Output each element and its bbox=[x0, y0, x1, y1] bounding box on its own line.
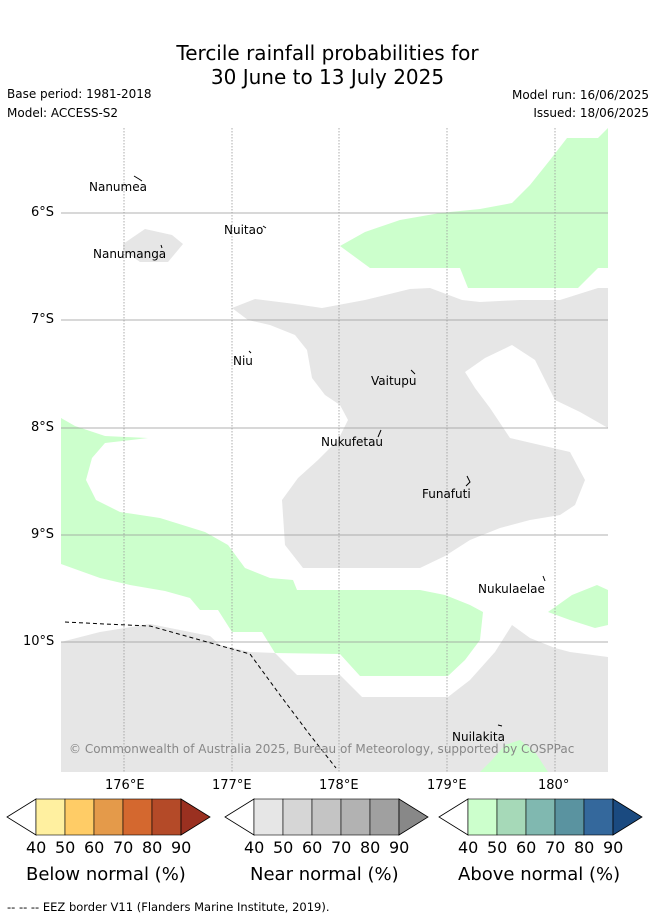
lat-grid bbox=[61, 212, 608, 643]
cb-below-label-70: 70 bbox=[113, 838, 134, 857]
cb-above-normal-segment bbox=[467, 798, 498, 836]
lat-label-8s: 8°S bbox=[31, 420, 55, 435]
cb-below-normal-segment bbox=[151, 798, 182, 836]
cb-title-above-normal: Above normal (%) bbox=[458, 864, 621, 885]
lat-label-10s: 10°S bbox=[23, 634, 55, 649]
place-label-nanumanga: Nanumanga bbox=[93, 247, 167, 261]
cb-below-normal-segment bbox=[93, 798, 124, 836]
lon-label-178e: 178°E bbox=[319, 778, 359, 793]
base-period: Base period: 1981-2018 bbox=[7, 87, 152, 101]
lat-label-7s: 7°S bbox=[31, 312, 55, 327]
cb-above-normal-segment bbox=[496, 798, 527, 836]
colorbar-near-normal bbox=[224, 798, 429, 836]
lon-label-177e: 177°E bbox=[212, 778, 252, 793]
cb-title-near-normal: Near normal (%) bbox=[250, 864, 399, 885]
colorbars bbox=[6, 798, 643, 836]
cb-below-label-50: 50 bbox=[55, 838, 76, 857]
lon-grid bbox=[123, 128, 556, 772]
place-label-nanumea: Nanumea bbox=[89, 180, 147, 194]
place-label-nuilakita: Nuilakita bbox=[452, 730, 505, 744]
cb-above-label-50: 50 bbox=[487, 838, 508, 857]
cb-below-label-40: 40 bbox=[26, 838, 47, 857]
cb-near-label-90: 90 bbox=[389, 838, 410, 857]
cb-above-normal-segment bbox=[583, 798, 614, 836]
place-label-vaitupu: Vaitupu bbox=[371, 374, 417, 388]
cb-near-normal-segment bbox=[311, 798, 342, 836]
cb-near-normal-high-extension bbox=[398, 798, 429, 836]
lon-label-176e: 176°E bbox=[105, 778, 145, 793]
cb-near-label-50: 50 bbox=[273, 838, 294, 857]
above-normal-region bbox=[61, 128, 608, 772]
colorbar-below-normal bbox=[6, 798, 211, 836]
eez-legend: -- -- -- EEZ border V11 (Flanders Marine… bbox=[7, 900, 330, 914]
cb-near-normal-segment bbox=[369, 798, 400, 836]
cb-below-label-60: 60 bbox=[84, 838, 105, 857]
cb-below-normal-low-extension bbox=[6, 798, 37, 836]
place-label-nukufetau: Nukufetau bbox=[321, 435, 384, 449]
cb-above-normal-low-extension bbox=[438, 798, 469, 836]
cb-below-normal-segment bbox=[122, 798, 153, 836]
model-name: Model: ACCESS-S2 bbox=[7, 106, 119, 120]
cb-below-label-90: 90 bbox=[171, 838, 192, 857]
cb-near-label-60: 60 bbox=[302, 838, 323, 857]
cb-above-label-70: 70 bbox=[545, 838, 566, 857]
eez-legend-text: EEZ border V11 (Flanders Marine Institut… bbox=[42, 900, 330, 914]
lat-label-6s: 6°S bbox=[31, 205, 55, 220]
cb-above-label-40: 40 bbox=[458, 838, 479, 857]
cb-above-normal-segment bbox=[525, 798, 556, 836]
cb-below-label-80: 80 bbox=[142, 838, 163, 857]
cb-above-label-90: 90 bbox=[603, 838, 624, 857]
place-label-nukulaelae: Nukulaelae bbox=[478, 582, 545, 596]
cb-below-normal-segment bbox=[64, 798, 95, 836]
colorbar-tick-labels: 40 50 60 70 80 90 40 50 60 70 80 90 40 5… bbox=[0, 838, 655, 860]
cb-near-label-80: 80 bbox=[360, 838, 381, 857]
place-label-nuitao: Nuitao bbox=[224, 223, 264, 237]
lat-label-9s: 9°S bbox=[31, 527, 55, 542]
cb-above-label-80: 80 bbox=[574, 838, 595, 857]
map-title-line2: 30 June to 13 July 2025 bbox=[210, 65, 445, 89]
place-label-niu: Niu bbox=[233, 354, 253, 368]
place-label-funafuti: Funafuti bbox=[422, 487, 471, 501]
lon-label-179e: 179°E bbox=[427, 778, 467, 793]
eez-border-line bbox=[64, 621, 337, 769]
near-normal-region bbox=[61, 229, 608, 772]
cb-near-normal-segment bbox=[282, 798, 313, 836]
colorbar-above-normal bbox=[438, 798, 643, 836]
cb-title-below-normal: Below normal (%) bbox=[26, 864, 186, 885]
cb-near-normal-low-extension bbox=[224, 798, 255, 836]
issued-date: Issued: 18/06/2025 bbox=[533, 106, 649, 120]
cb-near-normal-segment bbox=[340, 798, 371, 836]
cb-near-normal-segment bbox=[253, 798, 284, 836]
cb-near-label-40: 40 bbox=[244, 838, 265, 857]
cb-above-normal-high-extension bbox=[612, 798, 643, 836]
cb-near-label-70: 70 bbox=[331, 838, 352, 857]
map-title-line1: Tercile rainfall probabilities for bbox=[176, 41, 479, 65]
lon-label-180: 180° bbox=[538, 778, 570, 793]
eez-legend-symbol: -- -- -- bbox=[7, 900, 40, 914]
island-outlines bbox=[133, 175, 546, 727]
model-run: Model run: 16/06/2025 bbox=[511, 88, 649, 102]
copyright-notice: © Commonwealth of Australia 2025, Bureau… bbox=[69, 742, 575, 756]
cb-below-normal-segment bbox=[35, 798, 66, 836]
cb-below-normal-high-extension bbox=[180, 798, 211, 836]
cb-above-normal-segment bbox=[554, 798, 585, 836]
cb-above-label-60: 60 bbox=[516, 838, 537, 857]
